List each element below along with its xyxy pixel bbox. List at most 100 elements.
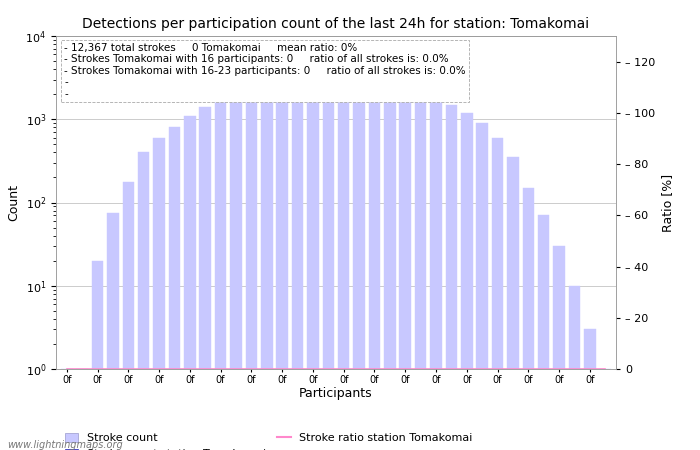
Bar [276, 373, 288, 450]
Bar [599, 369, 611, 450]
Bar [568, 373, 580, 450]
Bar [292, 373, 303, 450]
Stroke ratio station Tomakomai [247, 366, 256, 372]
Bar [153, 373, 164, 450]
Stroke ratio station Tomakomai [432, 366, 440, 372]
Stroke ratio station Tomakomai [570, 366, 579, 372]
Bar [492, 373, 503, 450]
Bar [76, 369, 88, 450]
Stroke ratio station Tomakomai [124, 366, 132, 372]
Stroke ratio station Tomakomai [309, 366, 317, 372]
Title: Detections per participation count of the last 24h for station: Tomakomai: Detections per participation count of th… [83, 17, 589, 31]
Bar [246, 373, 257, 450]
Bar [107, 373, 119, 450]
Bar [153, 138, 164, 450]
Bar [538, 373, 550, 450]
Stroke ratio station Tomakomai [447, 366, 456, 372]
Bar [169, 373, 180, 450]
Stroke ratio station Tomakomai [340, 366, 348, 372]
Bar [138, 153, 150, 450]
Bar [522, 373, 534, 450]
Bar [599, 373, 611, 450]
Bar [323, 373, 334, 450]
Bar [430, 98, 442, 450]
Bar [61, 373, 73, 450]
Bar [584, 373, 596, 450]
Text: www.lightningmaps.org: www.lightningmaps.org [7, 440, 122, 450]
Bar [461, 112, 472, 450]
Bar [384, 373, 395, 450]
Stroke ratio station Tomakomai [386, 366, 394, 372]
Bar [522, 188, 534, 450]
Bar [400, 373, 411, 450]
Stroke ratio station Tomakomai [262, 366, 271, 372]
Stroke ratio station Tomakomai [416, 366, 425, 372]
Bar [508, 373, 519, 450]
Bar [107, 213, 119, 450]
X-axis label: Participants: Participants [299, 387, 373, 400]
Bar [584, 329, 596, 450]
Bar [400, 89, 411, 450]
Bar [477, 123, 488, 450]
Bar [538, 216, 550, 450]
Y-axis label: Count: Count [7, 184, 20, 221]
Bar [138, 373, 150, 450]
Stroke ratio station Tomakomai [62, 366, 71, 372]
Stroke ratio station Tomakomai [494, 366, 502, 372]
Bar [261, 85, 272, 450]
Bar [184, 116, 195, 450]
Stroke ratio station Tomakomai [170, 366, 178, 372]
Bar [568, 286, 580, 450]
Bar [508, 157, 519, 450]
Bar [184, 373, 195, 450]
Bar [369, 85, 380, 450]
Text: - 12,367 total strokes     0 Tomakomai     mean ratio: 0%
- Strokes Tomakomai wi: - 12,367 total strokes 0 Tomakomai mean … [64, 43, 466, 99]
Stroke ratio station Tomakomai [186, 366, 194, 372]
Stroke ratio station Tomakomai [586, 366, 594, 372]
Bar [199, 107, 211, 450]
Bar [446, 373, 457, 450]
Bar [384, 86, 395, 450]
Bar [292, 81, 303, 450]
Stroke ratio station Tomakomai [555, 366, 564, 372]
Bar [354, 83, 365, 450]
Bar [338, 373, 349, 450]
Bar [215, 100, 226, 450]
Bar [553, 373, 565, 450]
Bar [92, 261, 104, 450]
Stroke ratio station Tomakomai [293, 366, 302, 372]
Bar [415, 92, 426, 450]
Bar [430, 373, 442, 450]
Stroke ratio station Tomakomai [401, 366, 410, 372]
Bar [446, 104, 457, 450]
Bar [92, 373, 104, 450]
Bar [492, 138, 503, 450]
Bar [307, 373, 318, 450]
Bar [369, 373, 380, 450]
Bar [415, 373, 426, 450]
Bar [323, 80, 334, 450]
Bar [122, 373, 134, 450]
Stroke ratio station Tomakomai [216, 366, 225, 372]
Stroke ratio station Tomakomai [139, 366, 148, 372]
Stroke ratio station Tomakomai [463, 366, 471, 372]
Stroke ratio station Tomakomai [155, 366, 163, 372]
Stroke ratio station Tomakomai [478, 366, 486, 372]
Bar [230, 373, 241, 450]
Stroke ratio station Tomakomai [370, 366, 379, 372]
Bar [199, 373, 211, 450]
Bar [276, 82, 288, 450]
Stroke ratio station Tomakomai [509, 366, 517, 372]
Stroke ratio station Tomakomai [93, 366, 102, 372]
Stroke ratio station Tomakomai [278, 366, 286, 372]
Bar [461, 373, 472, 450]
Stroke ratio station Tomakomai [540, 366, 548, 372]
Y-axis label: Ratio [%]: Ratio [%] [661, 173, 674, 232]
Bar [261, 373, 272, 450]
Bar [477, 373, 488, 450]
Bar [553, 246, 565, 450]
Stroke ratio station Tomakomai [108, 366, 117, 372]
Bar [61, 369, 73, 450]
Bar [76, 373, 88, 450]
Bar [169, 127, 180, 450]
